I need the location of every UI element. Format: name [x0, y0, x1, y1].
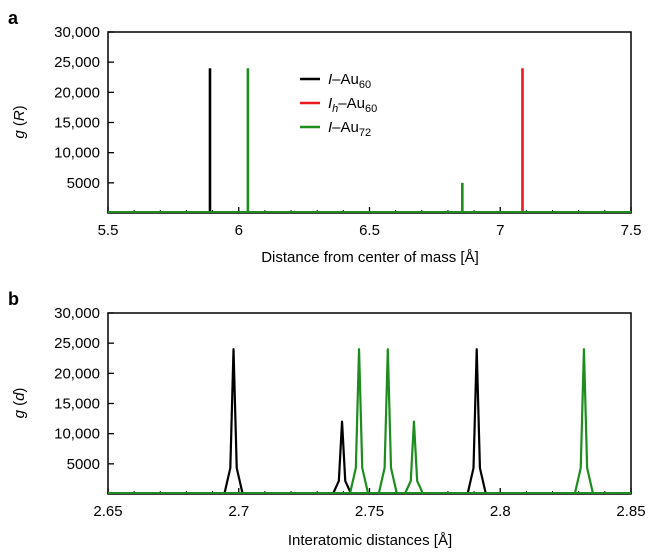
panel-a-x-axis-title: Distance from center of mass [Å] — [261, 249, 479, 266]
panel-b-frame — [107, 312, 632, 495]
panel-a-y-tick-label: 20,000 — [54, 84, 100, 101]
panel-b-peak-iau72 — [377, 348, 399, 495]
legend-suffix: –Au — [332, 71, 359, 88]
panel-a-y-axis-var: g — [11, 130, 28, 139]
panel-a-letter: a — [8, 8, 19, 28]
panel-b-y-axis-arg: d — [11, 392, 28, 401]
panel-b-x-tick-label: 2.65 — [93, 503, 122, 520]
panel-a-y-axis-title: g (R) — [11, 105, 28, 138]
legend-suffix: –Au — [332, 119, 359, 136]
panel-b-peak-iau60 — [331, 420, 353, 495]
panel-a-x-tick-label: 7 — [496, 222, 504, 239]
panel-b-y-tick-label: 30,000 — [54, 305, 100, 322]
panel-a-y-tick-label: 25,000 — [54, 54, 100, 71]
panel-b-plot: 30,000 25,000 20,000 15,000 10,000 5000 2.65 2… — [11, 305, 646, 549]
panel-b-x-tick-label: 2.7 — [228, 503, 249, 520]
legend-prefix: I — [328, 95, 332, 112]
panel-a-y-axis-arg: R — [11, 110, 28, 121]
legend-suffix: –Au — [338, 95, 365, 112]
panel-b-x-axis-title: Interatomic distances [Å] — [288, 532, 452, 549]
legend-entry: I–Au60 — [328, 71, 371, 91]
panel-b-y-axis-var: g — [11, 409, 28, 418]
legend-entry: I–Au72 — [328, 119, 371, 139]
panel-b-peak-iau72 — [348, 348, 370, 495]
panel-b-letter: b — [8, 289, 19, 309]
panel-b-y-tick-label: 20,000 — [54, 365, 100, 382]
panel-b-peak-iau72 — [573, 348, 595, 495]
panel-a-frame — [107, 31, 632, 214]
panel-b-y-tick-label: 15,000 — [54, 396, 100, 413]
legend-prefix: I — [328, 71, 332, 88]
panel-b-peak-iau72 — [403, 420, 425, 495]
panel-b-x-tick-label: 2.8 — [490, 503, 511, 520]
panel-b-y-axis-title: g (d) — [11, 388, 28, 419]
legend-prefix-sub: h — [332, 103, 338, 115]
legend-suffix-sub: 72 — [359, 127, 371, 139]
panel-b-y-tick-label: 10,000 — [54, 426, 100, 443]
panel-a-y-tick-label: 30,000 — [54, 24, 100, 41]
panel-b-y-tick-label: 5000 — [67, 456, 100, 473]
panel-a-y-tick-label: 10,000 — [54, 145, 100, 162]
legend-suffix-sub: 60 — [359, 79, 371, 91]
panel-a-x-tick-label: 6.5 — [359, 222, 380, 239]
panel-b-peak-iau60 — [466, 348, 487, 495]
panel-b-x-tick-label: 2.75 — [355, 503, 384, 520]
panel-b-y-tick-label: 25,000 — [54, 335, 100, 352]
panel-a-y-tick-label: 5000 — [67, 175, 100, 192]
legend-suffix-sub: 60 — [365, 103, 377, 115]
legend-entry: Ih–Au60 — [328, 95, 377, 115]
panel-b-peak-iau60 — [223, 348, 244, 495]
panel-a-x-tick-label: 6 — [235, 222, 243, 239]
panel-a-y-tick-label: 15,000 — [54, 115, 100, 132]
panel-b-x-tick-label: 2.85 — [616, 503, 645, 520]
legend-prefix: I — [328, 119, 332, 136]
panel-a-x-tick-label: 5.5 — [98, 222, 119, 239]
panel-a-x-tick-label: 7.5 — [621, 222, 642, 239]
panel-a-plot: 30,000 25,000 20,000 15,000 10,000 5000 5.5 6 6… — [11, 24, 641, 266]
